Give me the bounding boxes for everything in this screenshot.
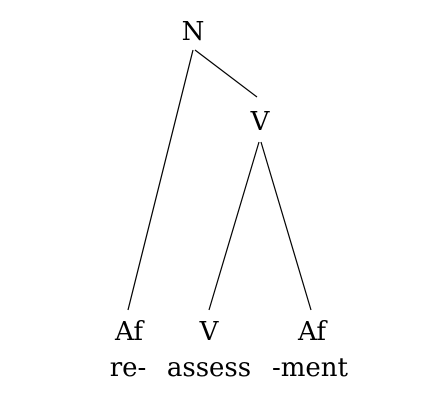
inner-node-label: V <box>250 107 271 137</box>
leaf-category-prefix: Af <box>114 317 145 347</box>
branch-v-to-af <box>260 141 312 311</box>
leaf-category-suffix: Af <box>297 317 328 347</box>
leaf-category-stem: V <box>199 317 220 347</box>
root-node-label: N <box>182 17 205 47</box>
branch-v-to-v <box>208 141 260 311</box>
branch-n-to-v <box>194 49 258 98</box>
branch-n-to-af <box>127 49 194 311</box>
leaf-word-suffix: -ment <box>272 353 349 383</box>
leaf-word-prefix: re- <box>110 353 147 383</box>
leaf-word-stem: assess <box>167 353 251 383</box>
